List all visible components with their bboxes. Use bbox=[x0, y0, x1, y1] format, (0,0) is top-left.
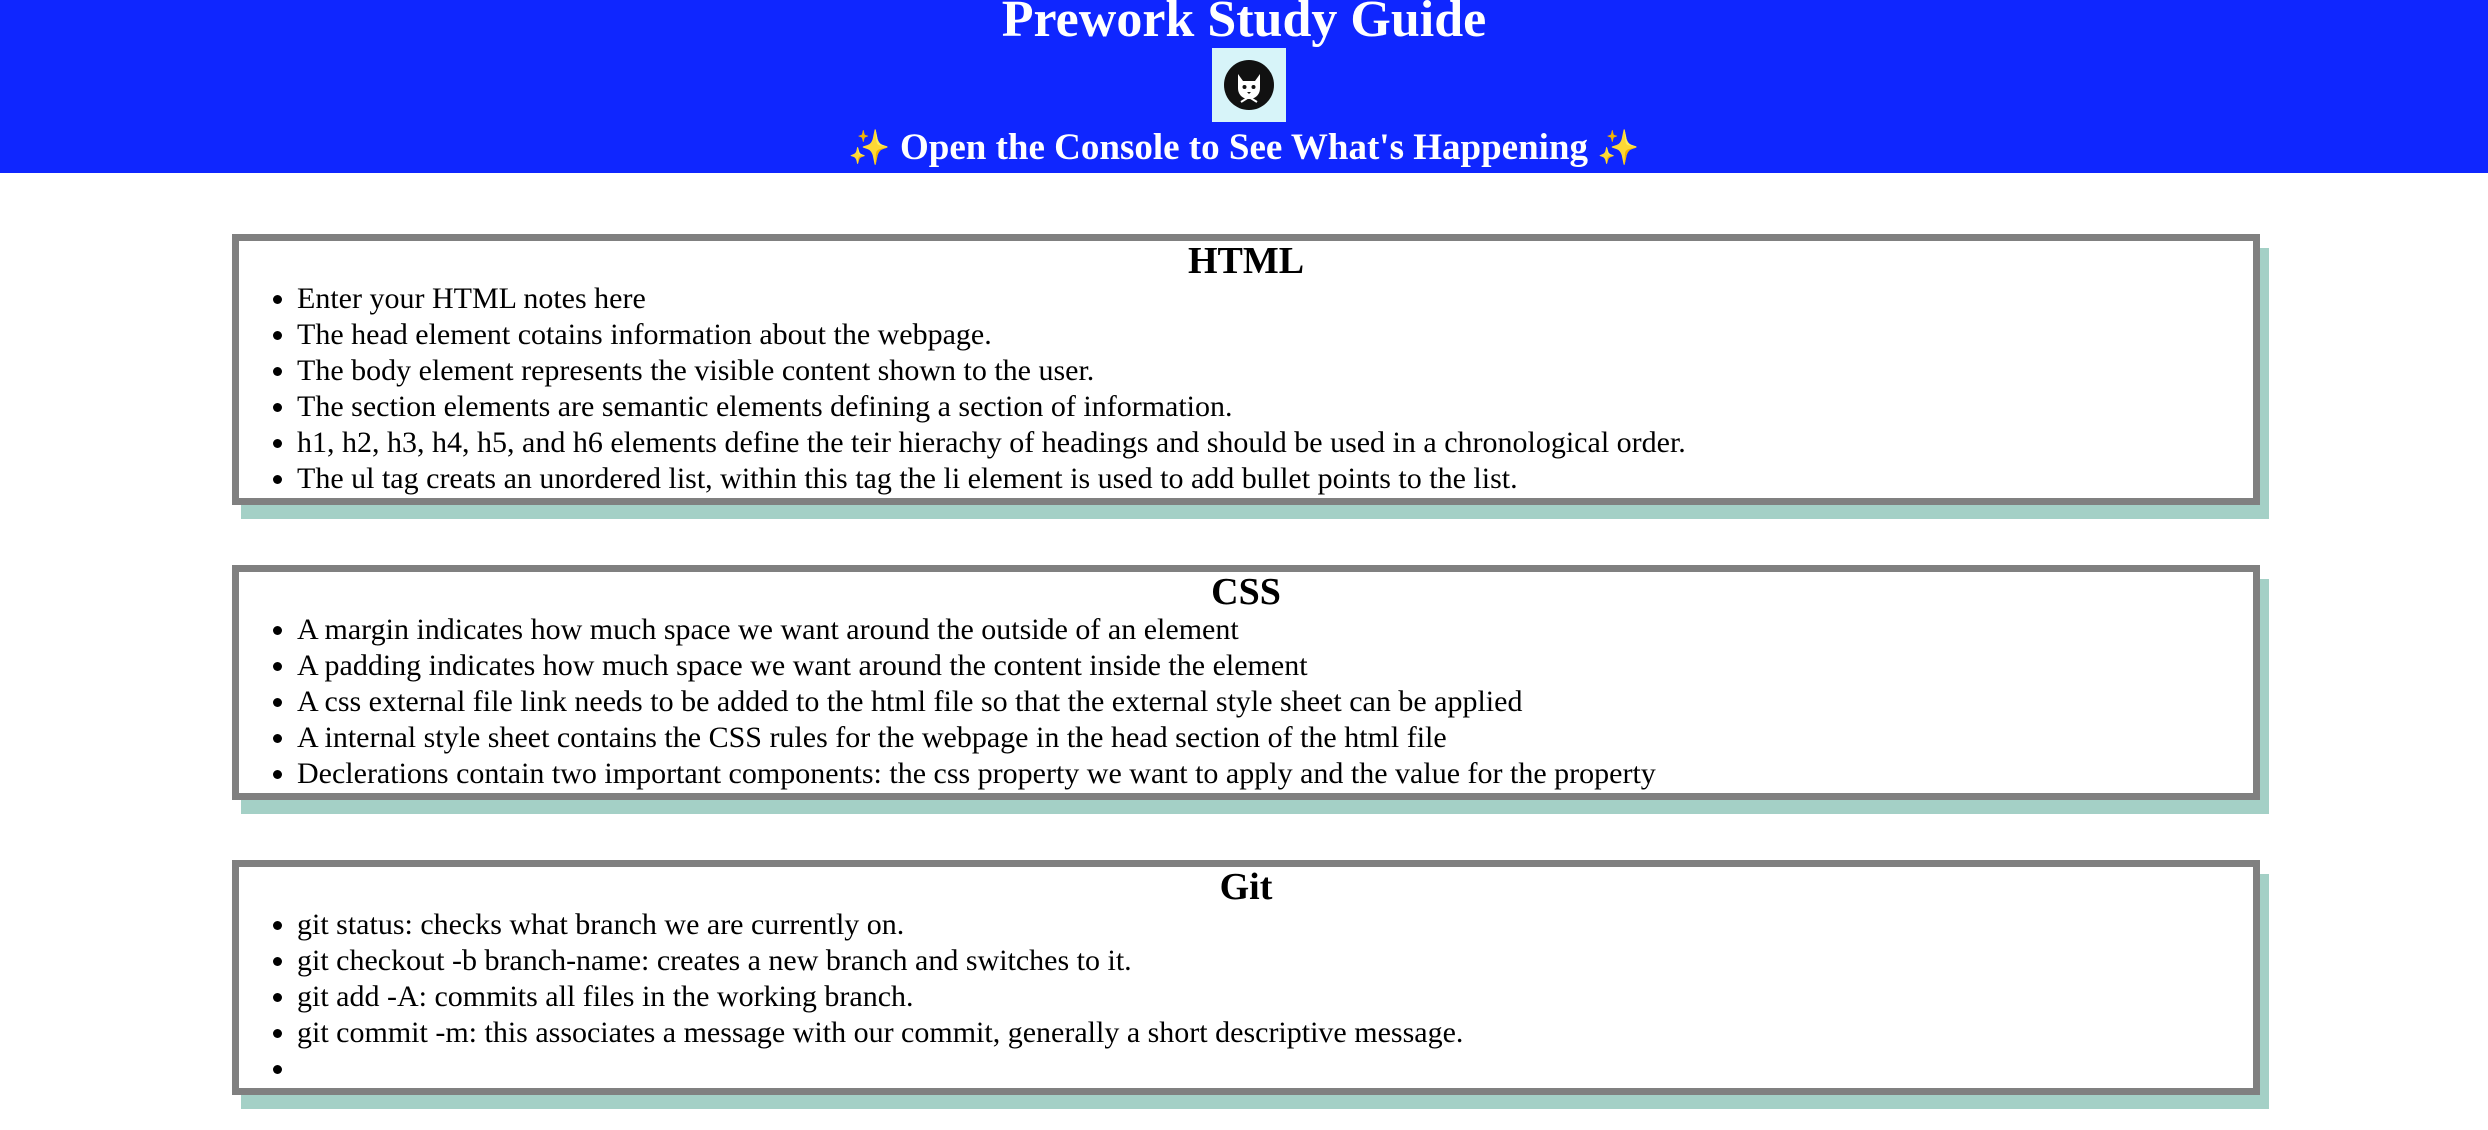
logo bbox=[1212, 48, 1286, 122]
page-subtitle: ✨ Open the Console to See What's Happeni… bbox=[0, 124, 2488, 172]
css-section: CSS A margin indicates how much space we… bbox=[232, 565, 2260, 800]
list-item: Declerations contain two important compo… bbox=[297, 756, 2253, 792]
sparkles-icon: ✨ bbox=[848, 128, 891, 168]
cat-avatar-icon bbox=[1224, 60, 1274, 110]
git-section: Git git status: checks what branch we ar… bbox=[232, 860, 2260, 1095]
list-item: git add -A: commits all files in the wor… bbox=[297, 979, 2253, 1015]
list-item: A internal style sheet contains the CSS … bbox=[297, 720, 2253, 756]
page-header: Prework Study Guide ✨ Open the Console t… bbox=[0, 0, 2488, 173]
list-item: The ul tag creats an unordered list, wit… bbox=[297, 461, 2253, 497]
notes-list: Enter your HTML notes here The head elem… bbox=[239, 281, 2253, 497]
list-item: A margin indicates how much space we wan… bbox=[297, 612, 2253, 648]
list-item: The head element cotains information abo… bbox=[297, 317, 2253, 353]
list-item: The body element represents the visible … bbox=[297, 353, 2253, 389]
section-heading: HTML bbox=[1187, 240, 1305, 282]
section-heading: Git bbox=[1219, 866, 1273, 908]
list-item: h1, h2, h3, h4, h5, and h6 elements defi… bbox=[297, 425, 2253, 461]
list-item: The section elements are semantic elemen… bbox=[297, 389, 2253, 425]
notes-list: git status: checks what branch we are cu… bbox=[239, 907, 2253, 1087]
list-item: git checkout -b branch-name: creates a n… bbox=[297, 943, 2253, 979]
subtitle-text: Open the Console to See What's Happening bbox=[899, 127, 1589, 168]
sparkles-icon: ✨ bbox=[1597, 128, 1640, 168]
list-item: git commit -m: this associates a message… bbox=[297, 1015, 2253, 1051]
list-item: git status: checks what branch we are cu… bbox=[297, 907, 2253, 943]
section-heading: CSS bbox=[1211, 571, 1281, 613]
list-item: A css external file link needs to be add… bbox=[297, 684, 2253, 720]
list-item bbox=[297, 1051, 2253, 1087]
html-section: HTML Enter your HTML notes here The head… bbox=[232, 234, 2260, 505]
list-item: A padding indicates how much space we wa… bbox=[297, 648, 2253, 684]
notes-list: A margin indicates how much space we wan… bbox=[239, 612, 2253, 792]
list-item: Enter your HTML notes here bbox=[297, 281, 2253, 317]
page-title: Prework Study Guide bbox=[1001, 0, 1487, 48]
